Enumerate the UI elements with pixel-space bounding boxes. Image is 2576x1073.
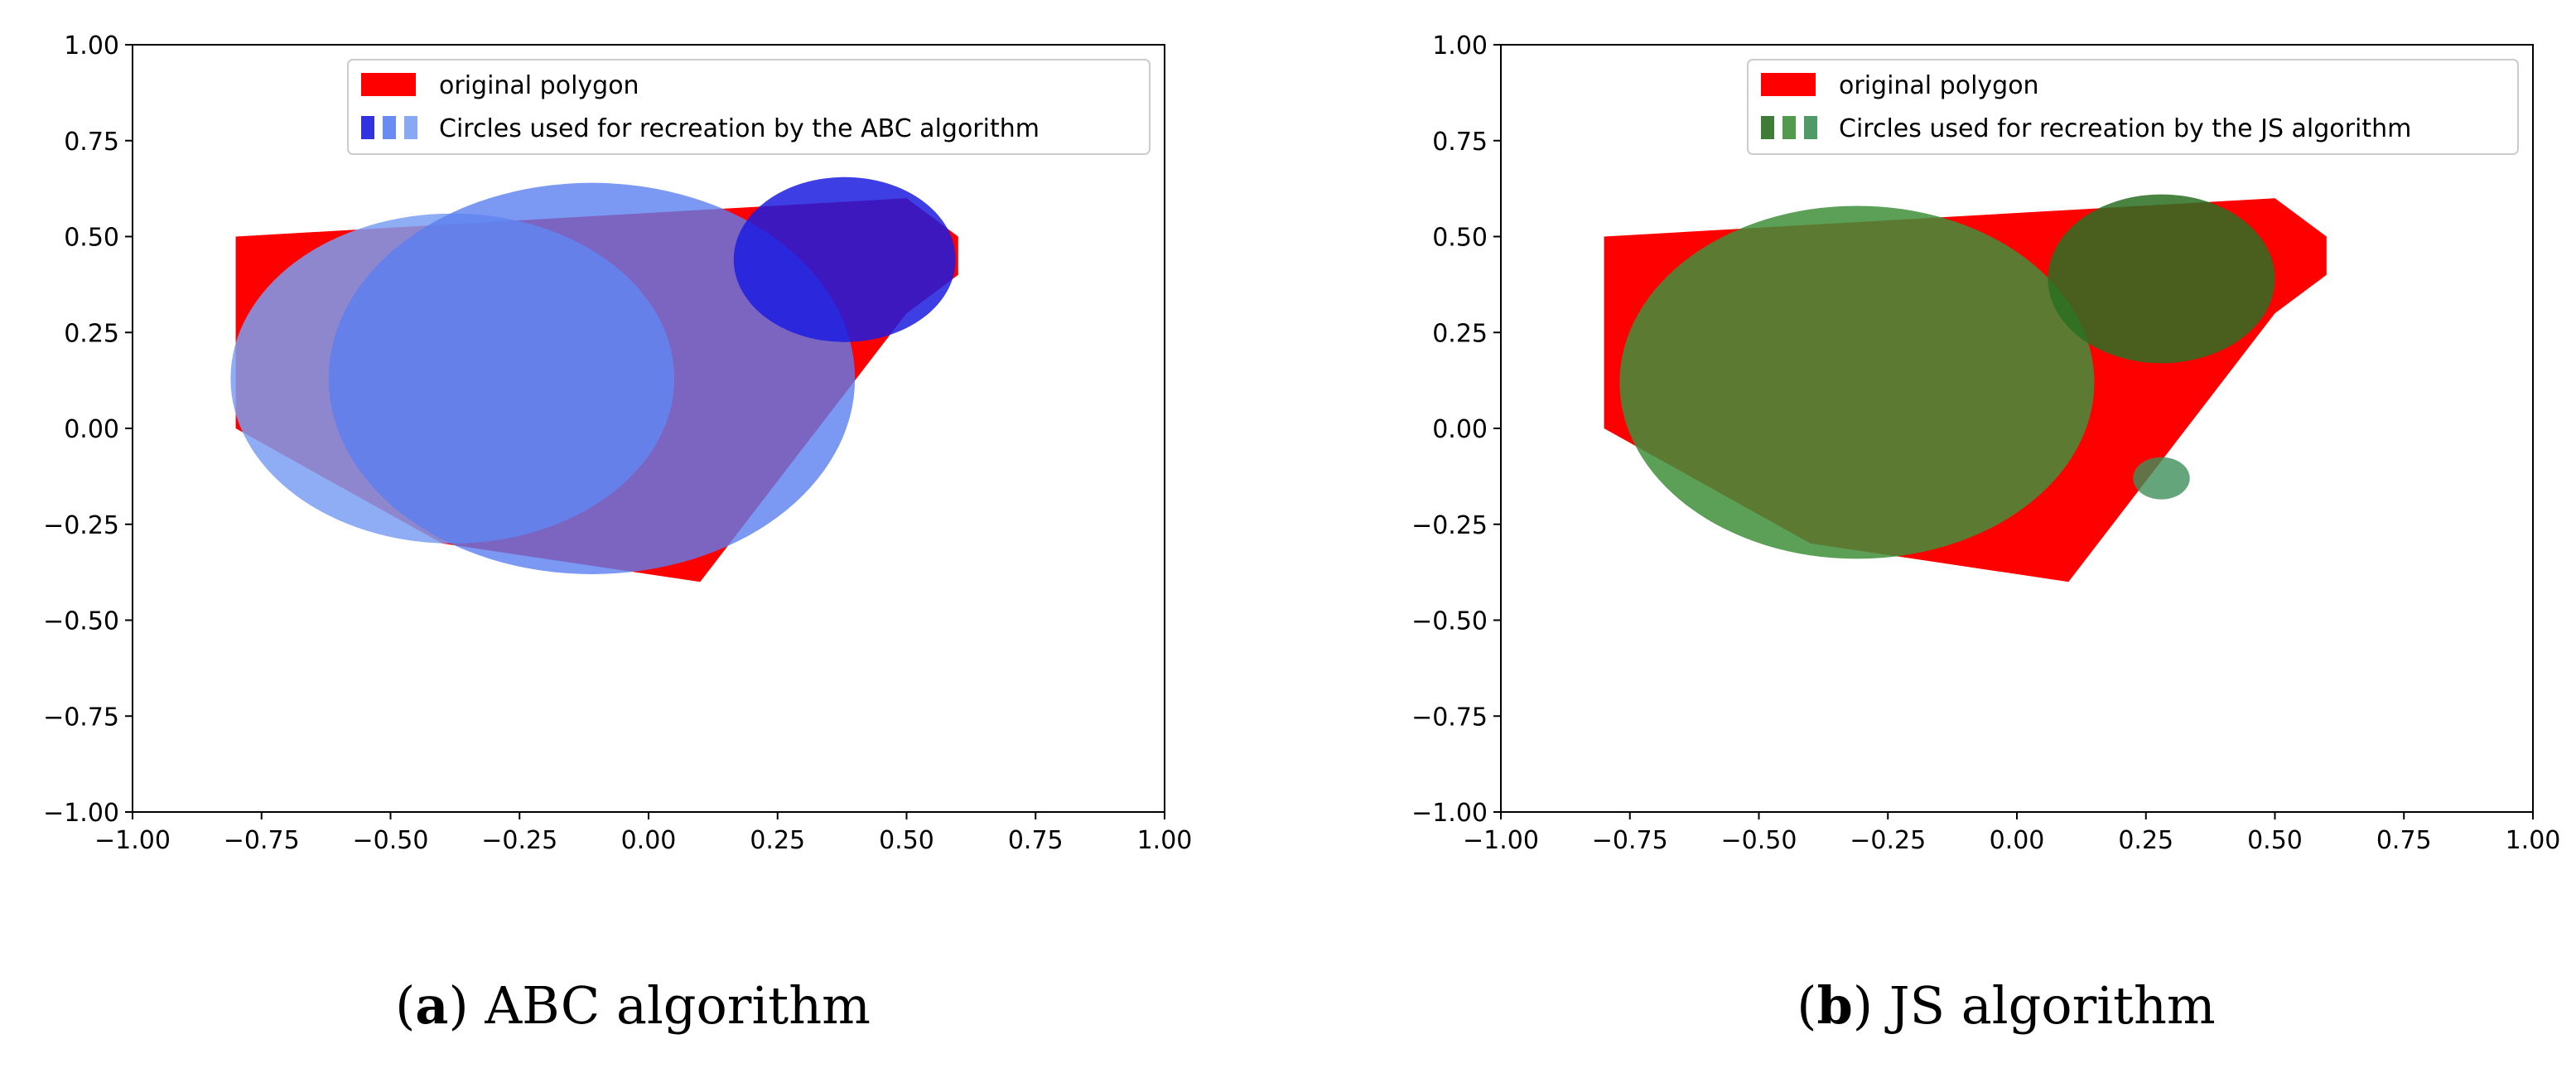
x-tick-label: 0.25 <box>2118 826 2173 855</box>
legend-swatch-circle-2 <box>383 116 396 139</box>
legend-box <box>1747 59 2519 155</box>
y-tick-label: 0.25 <box>64 319 119 348</box>
x-tick-label: −0.75 <box>1592 826 1668 855</box>
y-tick-label: 0.25 <box>1432 319 1488 348</box>
x-tick-label: 0.50 <box>2247 826 2303 855</box>
x-tick-label: −1.00 <box>94 826 171 855</box>
x-tick-label: −0.25 <box>481 826 557 855</box>
legend-swatch-circle-3 <box>404 116 417 139</box>
x-tick-label: −0.50 <box>1721 826 1797 855</box>
y-tick-label: −0.75 <box>1411 703 1488 732</box>
y-tick-label: 0.50 <box>1432 224 1488 253</box>
y-tick-label: 1.00 <box>1432 31 1488 60</box>
x-tick-label: 0.00 <box>621 826 677 855</box>
y-tick-label: 0.00 <box>64 415 119 444</box>
legend-box <box>347 59 1151 155</box>
y-tick-label: −0.50 <box>43 607 119 636</box>
x-tick-label: −1.00 <box>1463 826 1539 855</box>
legend-label-circles: Circles used for recreation by the ABC a… <box>439 114 1040 143</box>
y-tick-label: −1.00 <box>43 799 119 828</box>
x-tick-label: 1.00 <box>1137 826 1193 855</box>
x-tick-label: −0.25 <box>1850 826 1926 855</box>
y-tick-label: 1.00 <box>64 31 119 60</box>
panel-abc: −1.00 −0.75 −0.50 −0.25 0.00 0.25 0.50 0.75 1.00… <box>43 31 1192 1036</box>
x-tick-label: −0.75 <box>224 826 300 855</box>
recreation-circle-3 <box>733 176 956 342</box>
legend: original polygon Circles used for recreat… <box>347 59 1151 155</box>
legend-swatch-circle-1 <box>1761 116 1774 139</box>
y-tick-label: 0.75 <box>64 128 119 157</box>
y-tick-label: −1.00 <box>1411 799 1488 828</box>
recreation-circle-3 <box>2133 457 2190 500</box>
legend-label-polygon: original polygon <box>439 71 639 100</box>
panel-js: −1.00 −0.75 −0.50 −0.25 0.00 0.25 0.50 0.75 1.00… <box>1411 31 2560 1036</box>
legend-label-circles: Circles used for recreation by the JS al… <box>1839 114 2411 143</box>
recreation-circle-1 <box>1619 205 2095 559</box>
subfigure-caption: (b) JS algorithm <box>1797 975 2215 1036</box>
y-tick-label: 0.75 <box>1432 128 1488 157</box>
subfigure-caption: (a) ABC algorithm <box>395 975 871 1036</box>
x-tick-label: 0.25 <box>750 826 805 855</box>
x-tick-label: 1.00 <box>2506 826 2561 855</box>
recreation-circle-2 <box>2048 194 2275 364</box>
legend-label-polygon: original polygon <box>1839 71 2039 100</box>
x-tick-label: 0.75 <box>1008 826 1064 855</box>
legend-swatch-circle-3 <box>1804 116 1817 139</box>
plot-content <box>230 176 958 582</box>
legend-swatch-polygon <box>361 73 416 96</box>
recreation-circle-2 <box>328 182 856 574</box>
x-tick-label: −0.50 <box>353 826 429 855</box>
plot-content <box>1604 194 2327 582</box>
y-tick-label: −0.50 <box>1411 607 1488 636</box>
legend-swatch-polygon <box>1761 73 1816 96</box>
y-tick-label: −0.25 <box>43 511 119 540</box>
legend-swatch-circle-2 <box>1782 116 1796 139</box>
x-tick-label: 0.75 <box>2376 826 2432 855</box>
legend-swatch-circle-1 <box>361 116 374 139</box>
legend: original polygon Circles used for recreat… <box>1747 59 2519 155</box>
x-tick-label: 0.50 <box>879 826 934 855</box>
x-tick-label: 0.00 <box>1990 826 2045 855</box>
y-tick-label: 0.00 <box>1432 415 1488 444</box>
y-tick-label: −0.25 <box>1411 511 1488 540</box>
y-tick-label: −0.75 <box>43 703 119 732</box>
y-tick-label: 0.50 <box>64 224 119 253</box>
